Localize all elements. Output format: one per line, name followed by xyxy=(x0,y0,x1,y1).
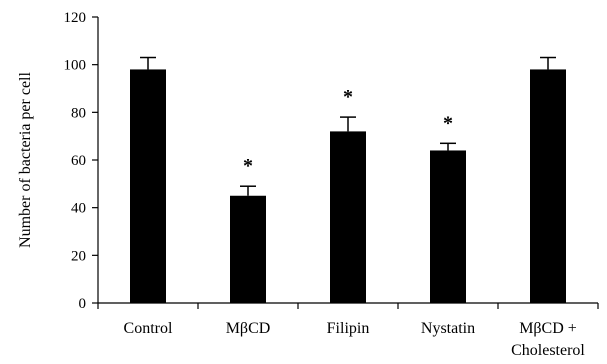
bar xyxy=(430,150,466,303)
significance-mark: * xyxy=(343,86,353,108)
bar xyxy=(530,69,566,303)
x-tick-label: Control xyxy=(124,320,173,337)
y-tick-label: 20 xyxy=(71,248,86,264)
x-tick-label: MβCD + xyxy=(519,320,577,337)
significance-mark: * xyxy=(243,155,253,177)
x-axis: Control MβCD Filipin Nystatin MβCD + Choleste… xyxy=(97,302,599,359)
bar xyxy=(330,131,366,303)
y-tick-label: 40 xyxy=(71,201,86,217)
x-tick-label: Nystatin xyxy=(421,320,475,337)
y-tick-label: 60 xyxy=(71,153,86,169)
bar xyxy=(130,69,166,303)
y-tick-label: 120 xyxy=(64,10,87,26)
y-tick-label: 100 xyxy=(64,58,87,74)
bars: * * * xyxy=(130,56,566,303)
y-axis: 0 20 40 60 80 100 120 xyxy=(64,10,99,312)
y-tick-label: 80 xyxy=(71,105,86,121)
significance-mark: * xyxy=(443,112,453,134)
bar xyxy=(230,195,266,303)
x-tick-label: Cholesterol xyxy=(511,342,585,359)
x-tick-label: Filipin xyxy=(327,320,370,337)
y-tick-label: 0 xyxy=(79,296,87,312)
x-tick-label: MβCD xyxy=(226,320,271,337)
y-axis-label: Number of bacteria per cell xyxy=(17,71,34,247)
